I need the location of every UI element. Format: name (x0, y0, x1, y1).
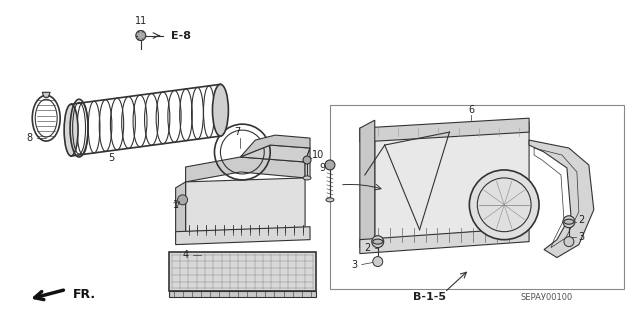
Polygon shape (360, 228, 529, 254)
Circle shape (136, 31, 146, 41)
Text: 11: 11 (134, 16, 147, 26)
Text: B-1-5: B-1-5 (413, 293, 446, 302)
Ellipse shape (64, 104, 78, 156)
Ellipse shape (326, 198, 334, 202)
Ellipse shape (372, 239, 383, 244)
Polygon shape (42, 92, 50, 97)
Polygon shape (169, 292, 316, 297)
Polygon shape (360, 118, 529, 142)
Circle shape (564, 237, 574, 247)
Polygon shape (186, 178, 305, 232)
Polygon shape (241, 145, 310, 162)
Circle shape (303, 156, 311, 164)
Ellipse shape (469, 170, 539, 240)
Text: 3: 3 (352, 260, 358, 270)
Bar (330, 105, 623, 289)
Polygon shape (175, 227, 310, 245)
Text: 6: 6 (468, 105, 474, 115)
Polygon shape (241, 135, 310, 157)
Text: 1: 1 (173, 200, 179, 210)
Ellipse shape (212, 84, 228, 136)
Text: FR.: FR. (72, 288, 95, 301)
Ellipse shape (564, 219, 574, 224)
Text: 5: 5 (108, 153, 114, 163)
Polygon shape (175, 182, 186, 238)
Text: 4: 4 (182, 249, 189, 260)
Text: 2: 2 (579, 215, 585, 225)
Text: 3: 3 (579, 232, 585, 242)
Text: 2: 2 (365, 243, 371, 253)
Text: 9: 9 (319, 163, 325, 173)
Polygon shape (186, 157, 305, 182)
Ellipse shape (303, 176, 311, 180)
Text: SEPAУ00100: SEPAУ00100 (521, 293, 573, 302)
Polygon shape (169, 252, 316, 292)
Polygon shape (305, 148, 310, 178)
Circle shape (325, 160, 335, 170)
Polygon shape (375, 122, 529, 240)
Polygon shape (529, 140, 594, 257)
Circle shape (178, 195, 188, 205)
Text: 7: 7 (234, 127, 241, 137)
Text: 10: 10 (312, 150, 324, 160)
Circle shape (372, 256, 383, 267)
Text: 8: 8 (26, 133, 33, 143)
Polygon shape (360, 120, 375, 248)
Circle shape (563, 216, 575, 228)
Text: E-8: E-8 (171, 31, 191, 41)
Circle shape (372, 236, 384, 248)
